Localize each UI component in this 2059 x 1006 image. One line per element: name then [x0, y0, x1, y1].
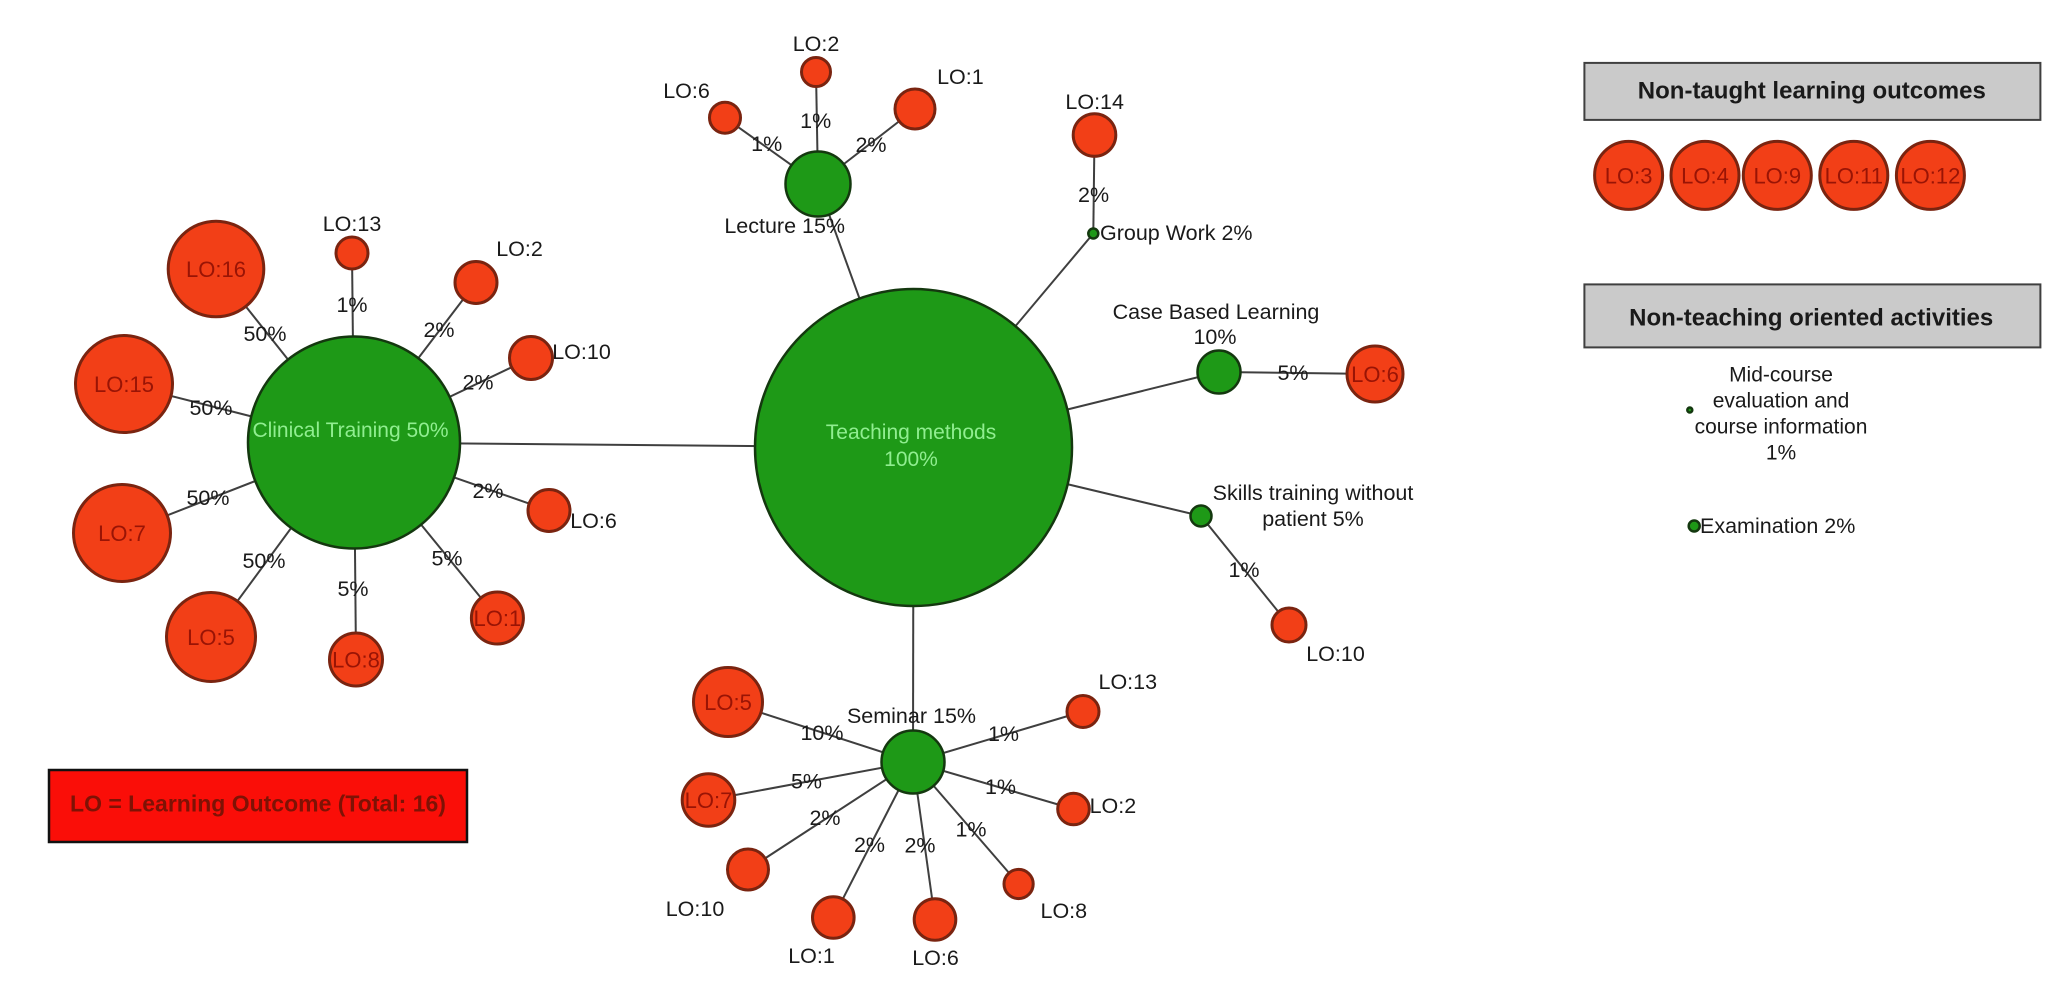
svg-text:1%: 1% — [988, 722, 1019, 746]
svg-text:2%: 2% — [472, 479, 503, 503]
svg-text:LO:8: LO:8 — [332, 648, 380, 673]
svg-text:evaluation and: evaluation and — [1713, 390, 1850, 413]
svg-text:LO:6: LO:6 — [1351, 362, 1399, 387]
svg-text:LO:5: LO:5 — [704, 690, 752, 715]
svg-text:LO:1: LO:1 — [937, 65, 984, 89]
svg-text:1%: 1% — [336, 293, 367, 317]
svg-text:1%: 1% — [955, 818, 986, 842]
svg-text:Non-teaching oriented activiti: Non-teaching oriented activities — [1629, 305, 1993, 332]
svg-text:LO:7: LO:7 — [98, 521, 146, 546]
svg-text:LO:4: LO:4 — [1681, 163, 1729, 188]
svg-text:Teaching methods: Teaching methods — [826, 421, 996, 444]
svg-text:2%: 2% — [904, 834, 935, 858]
svg-text:100%: 100% — [884, 448, 938, 471]
svg-text:LO:10: LO:10 — [1306, 642, 1365, 666]
svg-text:LO:3: LO:3 — [1605, 163, 1653, 188]
svg-text:1%: 1% — [985, 775, 1016, 799]
svg-text:LO:7: LO:7 — [685, 788, 733, 813]
svg-text:Clinical Training 50%: Clinical Training 50% — [252, 419, 448, 442]
svg-text:LO:6: LO:6 — [912, 946, 959, 970]
svg-text:patient 5%: patient 5% — [1262, 507, 1364, 531]
svg-text:LO:9: LO:9 — [1753, 163, 1801, 188]
svg-text:50%: 50% — [186, 486, 229, 510]
svg-text:Non-taught learning outcomes: Non-taught learning outcomes — [1638, 78, 1986, 105]
svg-text:LO:2: LO:2 — [1090, 794, 1137, 818]
svg-text:1%: 1% — [1228, 558, 1259, 582]
svg-text:50%: 50% — [189, 396, 232, 420]
svg-text:LO:16: LO:16 — [186, 257, 246, 282]
svg-text:Group Work 2%: Group Work 2% — [1100, 221, 1253, 245]
svg-text:LO:1: LO:1 — [788, 944, 835, 968]
svg-text:1%: 1% — [800, 109, 831, 133]
svg-text:2%: 2% — [1078, 183, 1109, 207]
svg-text:LO:2: LO:2 — [793, 32, 840, 56]
svg-text:Mid-course: Mid-course — [1729, 364, 1833, 387]
svg-text:2%: 2% — [809, 806, 840, 830]
svg-text:2%: 2% — [462, 371, 493, 395]
svg-text:Seminar 15%: Seminar 15% — [847, 704, 976, 728]
svg-text:course information: course information — [1695, 416, 1868, 439]
svg-text:LO:6: LO:6 — [570, 509, 617, 533]
svg-text:5%: 5% — [1277, 361, 1308, 385]
svg-text:LO:10: LO:10 — [666, 897, 725, 921]
svg-text:LO:14: LO:14 — [1065, 90, 1124, 114]
svg-text:50%: 50% — [242, 549, 285, 573]
svg-text:50%: 50% — [243, 322, 286, 346]
svg-text:Skills training without: Skills training without — [1213, 481, 1414, 505]
svg-text:5%: 5% — [791, 770, 822, 794]
svg-text:10%: 10% — [1193, 325, 1236, 349]
svg-text:2%: 2% — [854, 833, 885, 857]
svg-text:1%: 1% — [751, 132, 782, 156]
svg-text:LO:2: LO:2 — [496, 237, 543, 261]
svg-text:1%: 1% — [1766, 442, 1796, 465]
svg-text:Examination 2%: Examination 2% — [1700, 514, 1855, 538]
svg-text:LO = Learning Outcome (Total:: LO = Learning Outcome (Total: 16) — [70, 791, 446, 817]
svg-text:5%: 5% — [337, 577, 368, 601]
svg-text:LO:15: LO:15 — [94, 372, 154, 397]
svg-text:LO:1: LO:1 — [474, 606, 522, 631]
svg-text:LO:5: LO:5 — [187, 625, 235, 650]
svg-text:LO:13: LO:13 — [323, 212, 382, 236]
svg-text:LO:6: LO:6 — [663, 79, 710, 103]
svg-text:LO:13: LO:13 — [1099, 670, 1158, 694]
svg-text:5%: 5% — [431, 547, 462, 571]
svg-text:2%: 2% — [423, 318, 454, 342]
svg-text:LO:11: LO:11 — [1825, 163, 1883, 188]
svg-text:LO:12: LO:12 — [1900, 163, 1960, 188]
svg-text:2%: 2% — [855, 133, 886, 157]
svg-text:Case Based Learning: Case Based Learning — [1113, 300, 1320, 324]
svg-text:Lecture 15%: Lecture 15% — [724, 214, 845, 238]
svg-text:LO:8: LO:8 — [1040, 899, 1087, 923]
svg-text:10%: 10% — [800, 721, 843, 745]
svg-text:LO:10: LO:10 — [552, 340, 611, 364]
